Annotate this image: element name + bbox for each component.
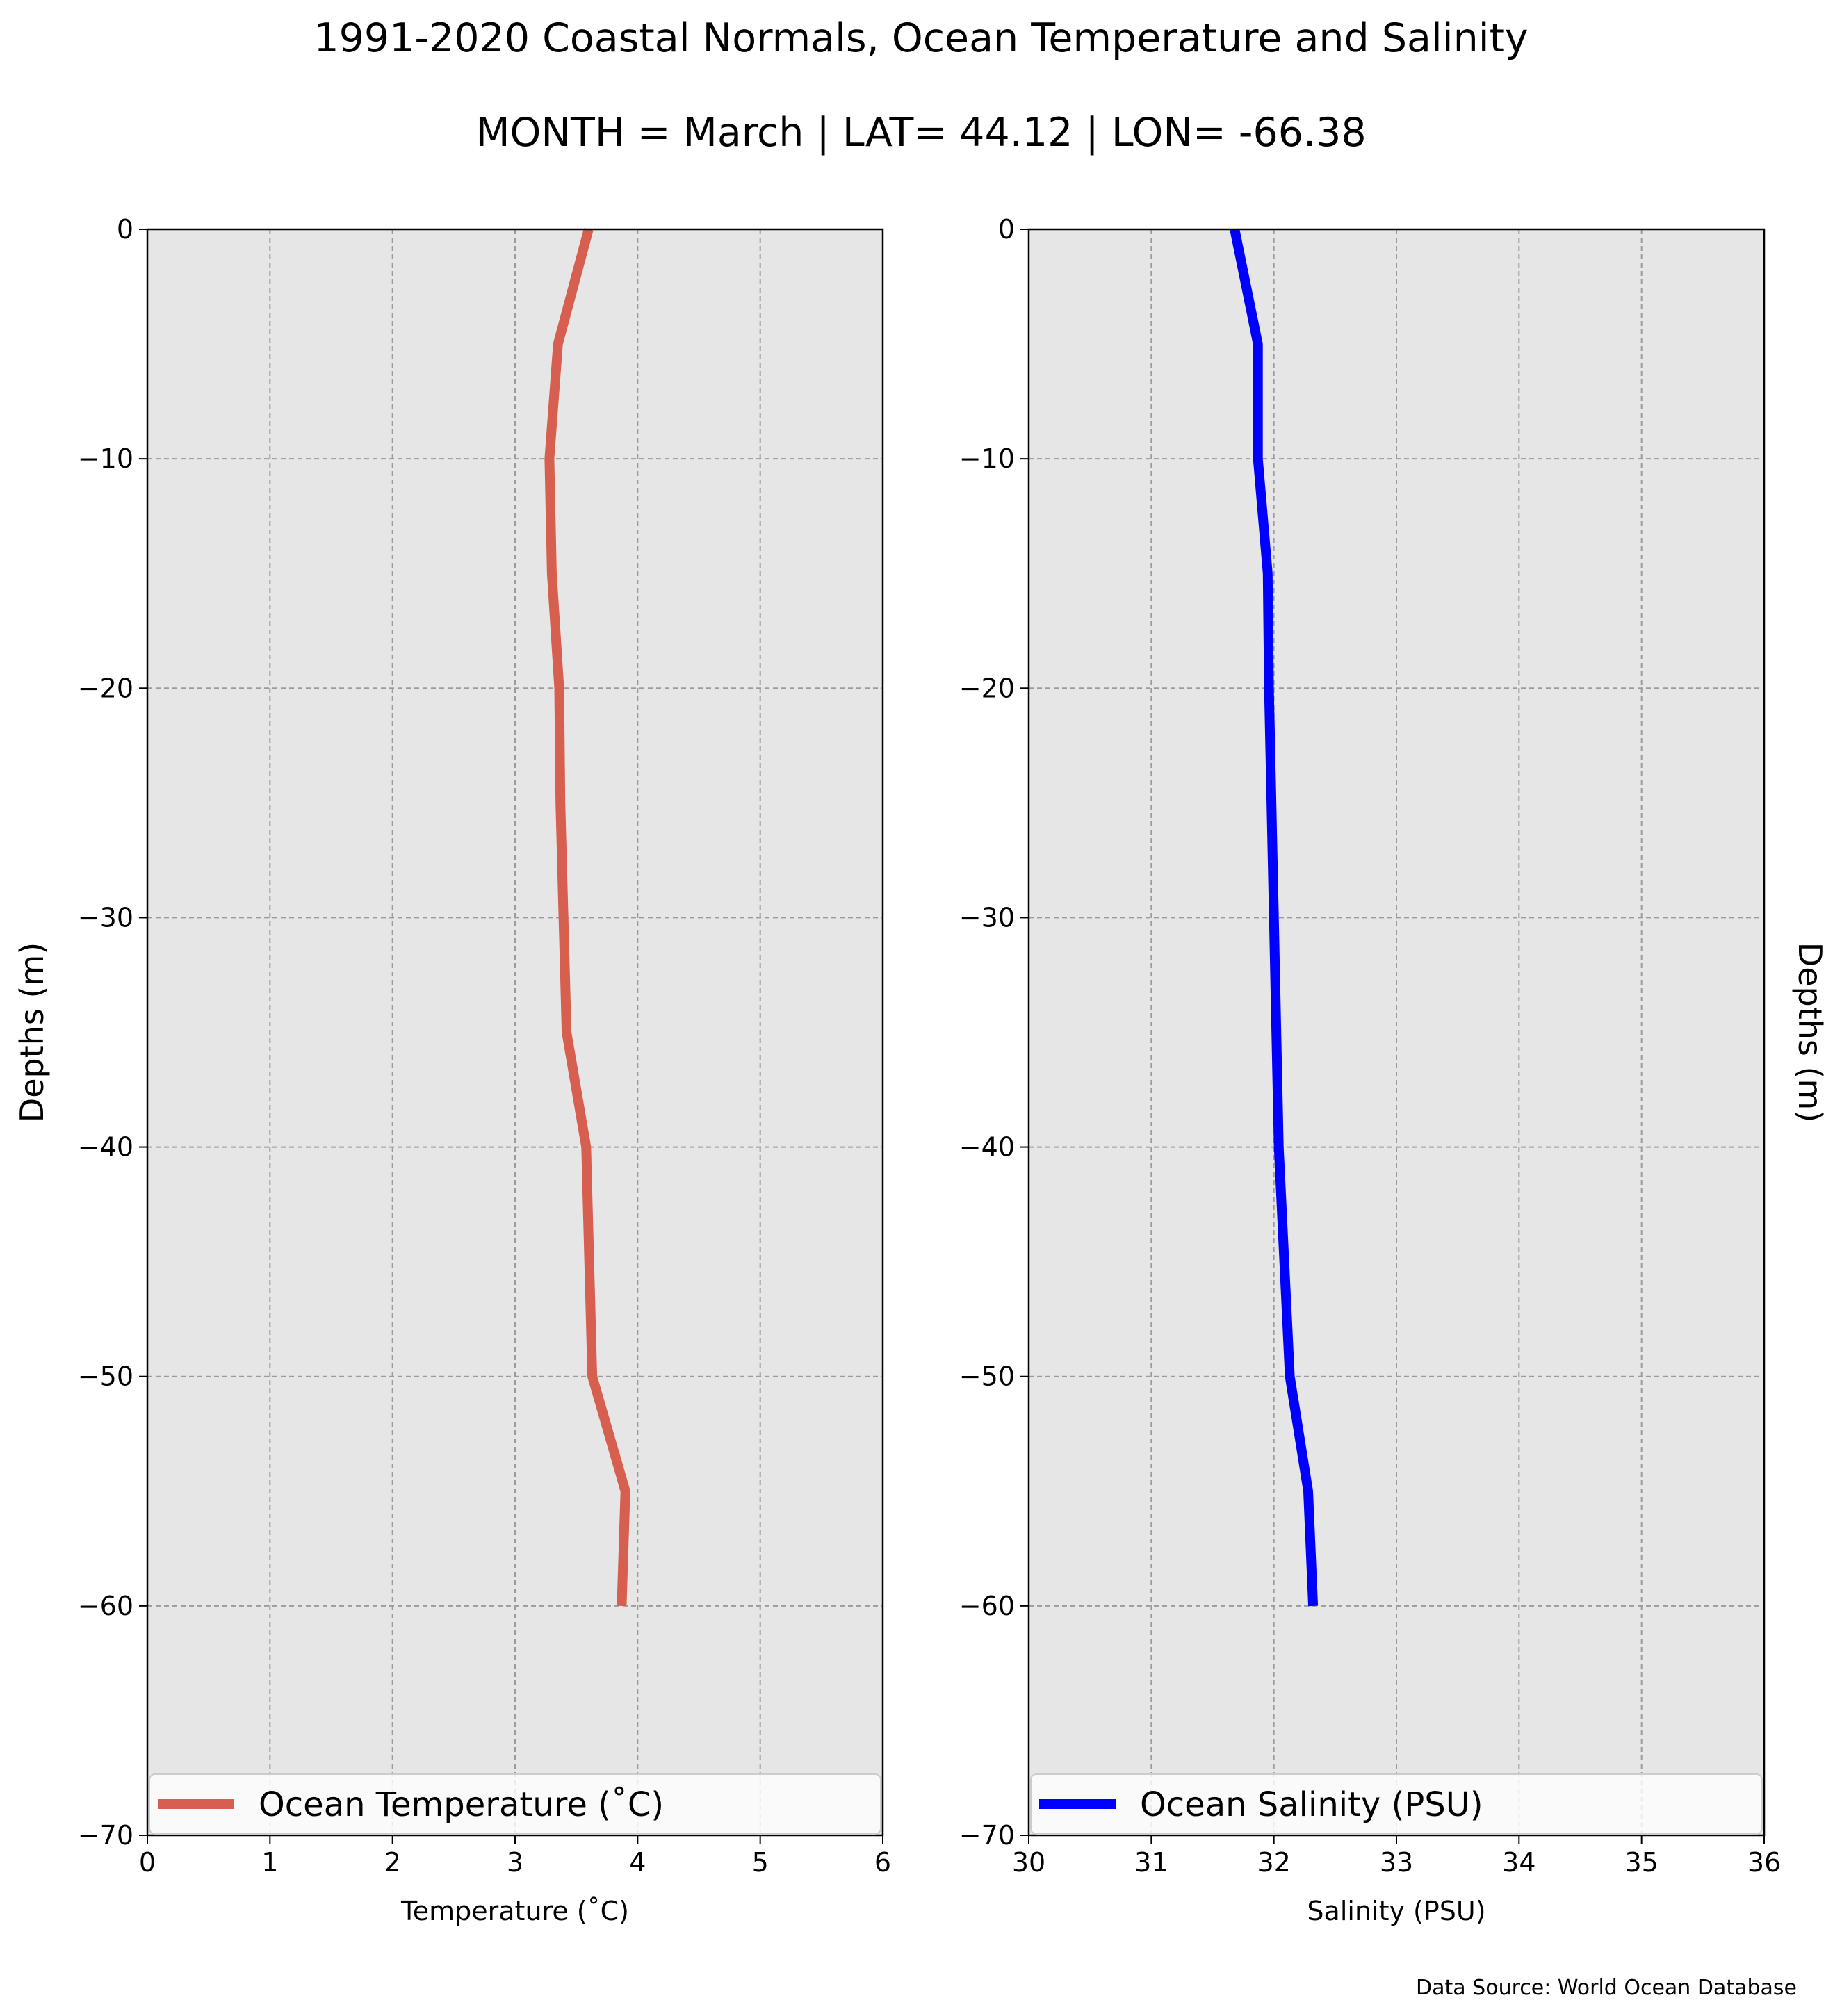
salinity-y-tick-label: −10 (959, 443, 1015, 474)
salinity-y-tick-label: −60 (959, 1591, 1015, 1621)
salinity-x-tick-label: 32 (1257, 1847, 1290, 1878)
temperature-y-tick-label: −20 (78, 673, 133, 703)
temperature-x-tick-label: 2 (384, 1847, 401, 1878)
salinity-x-axis-label: Salinity (PSU) (1307, 1896, 1485, 1926)
temperature-x-tick-label: 1 (261, 1847, 278, 1878)
temperature-y-axis-label: Depths (m) (13, 942, 51, 1122)
salinity-x-tick-label: 34 (1502, 1847, 1535, 1878)
temperature-x-tick-label: 5 (752, 1847, 769, 1878)
salinity-plot-frame (1027, 228, 1766, 1837)
temperature-y-tick-label: −10 (78, 443, 133, 474)
temperature-x-tick-label: 0 (139, 1847, 156, 1878)
salinity-x-tick-label: 35 (1624, 1847, 1658, 1878)
salinity-y-tick-label: −30 (959, 902, 1015, 933)
temperature-y-tick-label: −70 (78, 1820, 133, 1851)
temperature-y-tick-label: −60 (78, 1591, 133, 1621)
salinity-legend-label: Ocean Salinity (PSU) (1140, 1785, 1483, 1824)
figure-subtitle: MONTH = March | LAT= 44.12 | LON= -66.38 (475, 110, 1366, 156)
salinity-panel: 30 31 32 33 34 35 36 0 −10 −20 −30 −40 −50 −60 −70 Ocea… (959, 214, 1829, 1926)
salinity-x-tick-label: 30 (1012, 1847, 1045, 1878)
temperature-x-tick-label: 3 (507, 1847, 523, 1878)
salinity-y-tick-label: 0 (998, 214, 1015, 245)
temperature-plot-frame (146, 228, 884, 1837)
temperature-x-tick-label: 6 (874, 1847, 891, 1878)
temperature-y-tick-label: −40 (78, 1132, 133, 1163)
temperature-y-tick-label: −50 (78, 1361, 133, 1392)
temperature-legend-label: Ocean Temperature (˚C) (259, 1785, 664, 1824)
salinity-x-tick-label: 33 (1380, 1847, 1413, 1878)
salinity-profile-line (1230, 228, 1319, 1607)
temperature-y-tick-label: 0 (117, 214, 133, 245)
temperature-panel: 0 1 2 3 4 5 6 0 −10 −20 −30 −40 −50 −60 −70 Ocean Tempe… (13, 214, 891, 1926)
temperature-y-tick-label: −30 (78, 902, 133, 933)
salinity-y-axis-label: Depths (m) (1791, 942, 1829, 1122)
figure-title: 1991-2020 Coastal Normals, Ocean Tempera… (313, 15, 1528, 61)
salinity-x-tick-label: 31 (1134, 1847, 1168, 1878)
temperature-x-axis-label: Temperature (˚C) (400, 1896, 629, 1926)
salinity-y-tick-label: −50 (959, 1361, 1015, 1392)
data-source-note: Data Source: World Ocean Database (1416, 1976, 1797, 2000)
temperature-x-tick-label: 4 (629, 1847, 646, 1878)
salinity-y-tick-label: −70 (959, 1820, 1015, 1851)
salinity-x-tick-label: 36 (1747, 1847, 1781, 1878)
salinity-legend-box (1030, 1773, 1763, 1835)
salinity-y-tick-label: −40 (959, 1132, 1015, 1163)
temperature-profile-line (544, 228, 630, 1607)
salinity-y-tick-label: −20 (959, 673, 1015, 703)
temperature-legend-box (149, 1773, 881, 1835)
